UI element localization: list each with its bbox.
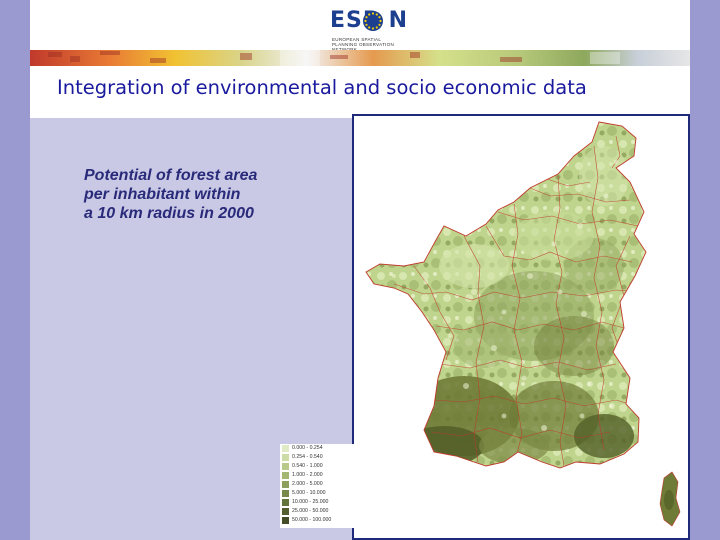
- forest-points: [392, 159, 619, 431]
- legend-item: 50.000 - 100.000: [282, 516, 386, 526]
- legend-item: 25.000 - 50.000: [282, 507, 386, 517]
- map-subtitle: Potential of forest area per inhabitant …: [84, 166, 324, 223]
- map-frame: [352, 114, 690, 540]
- legend-label: 0.540 - 1.000: [292, 463, 323, 469]
- region-borders: [393, 135, 641, 467]
- header-banner: [30, 50, 690, 66]
- legend-item: 10.000 - 25.000: [282, 498, 386, 508]
- legend-swatch: [282, 490, 289, 497]
- legend-swatch: [282, 463, 289, 470]
- legend-swatch: [282, 472, 289, 479]
- legend-swatch: [282, 508, 289, 515]
- legend-label: 0.000 - 0.254: [292, 445, 323, 451]
- france-outline: [365, 121, 647, 469]
- legend-item: 5.000 - 10.000: [282, 489, 386, 499]
- legend-swatch: [282, 445, 289, 452]
- legend-label: 5.000 - 10.000: [292, 490, 326, 496]
- corsica-island: [659, 471, 681, 527]
- legend-label: 1.000 - 2.000: [292, 472, 323, 478]
- logo-subtitle: EUROPEAN SPATIAL PLANNING OBSERVATION NE…: [332, 37, 395, 52]
- legend-label: 0.254 - 0.540: [292, 454, 323, 460]
- legend-swatch: [282, 499, 289, 506]
- legend-item: 0.254 - 0.540: [282, 453, 386, 463]
- eu-stars-icon: [363, 11, 383, 31]
- legend-item: 2.000 - 5.000: [282, 480, 386, 490]
- legend-swatch: [282, 481, 289, 488]
- legend-item: 1.000 - 2.000: [282, 471, 386, 481]
- subtitle-line: per inhabitant within: [84, 186, 241, 203]
- legend-item: 0.540 - 1.000: [282, 462, 386, 472]
- legend-label: 2.000 - 5.000: [292, 481, 323, 487]
- legend-label: 25.000 - 50.000: [292, 508, 329, 514]
- legend-label: 10.000 - 25.000: [292, 499, 329, 505]
- subtitle-line: a 10 km radius in 2000: [84, 205, 254, 222]
- legend-item: 0.000 - 0.254: [282, 444, 386, 454]
- slide: ESP N EUROPEAN SPATIAL PLANNING OBSERVAT…: [30, 0, 690, 540]
- legend-swatch: [282, 517, 289, 524]
- legend-swatch: [282, 454, 289, 461]
- legend-label: 50.000 - 100.000: [292, 517, 332, 523]
- map-legend: 0.000 - 0.254 0.254 - 0.540 0.540 - 1.00…: [280, 444, 388, 528]
- france-forest-map: [354, 116, 688, 538]
- subtitle-line: Potential of forest area: [84, 167, 258, 184]
- espon-logo: ESP N EUROPEAN SPATIAL PLANNING OBSERVAT…: [330, 8, 460, 52]
- slide-title: Integration of environmental and socio e…: [57, 76, 587, 99]
